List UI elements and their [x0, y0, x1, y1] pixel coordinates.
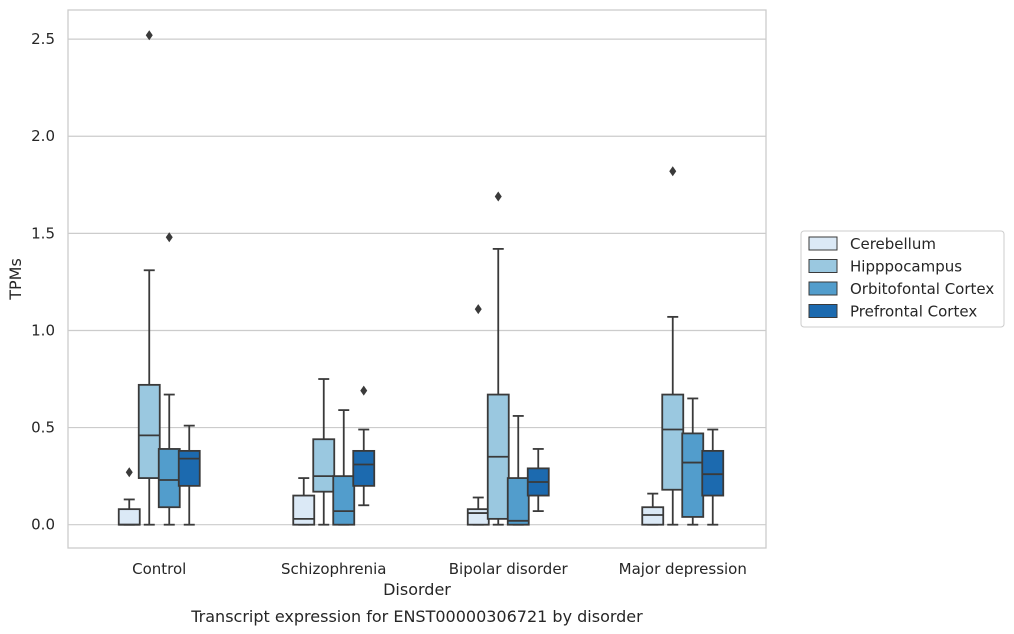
y-tick-label: 1.0 [31, 321, 55, 339]
outlier-marker [165, 232, 173, 243]
legend-label: Cerebellum [850, 235, 936, 253]
y-tick-labels: 0.0 0.5 1.0 1.5 2.0 2.5 [31, 30, 55, 534]
outlier-marker [360, 385, 368, 396]
box-orbitofontal-cortex [157, 232, 181, 526]
plot-frame [67, 9, 767, 549]
legend-swatch [808, 304, 838, 318]
x-tick-label: Bipolar disorder [449, 560, 569, 578]
y-tick-label: 0.5 [31, 419, 55, 437]
iqr-box [352, 449, 376, 487]
outlier-marker [669, 166, 677, 177]
legend-swatch [808, 259, 838, 273]
x-axis-title: Disorder [383, 580, 451, 599]
box-prefrontal-cortex [526, 448, 550, 512]
box-hipppocampus [312, 378, 336, 526]
chart-caption: Transcript expression for ENST0000030672… [190, 607, 643, 626]
iqr-box [701, 449, 725, 497]
y-tick-label: 2.5 [31, 30, 55, 48]
box-prefrontal-cortex [701, 428, 725, 526]
x-tick-label: Major depression [619, 560, 747, 578]
x-tick-label: Control [132, 560, 186, 578]
iqr-box [332, 475, 356, 526]
y-axis-title: TPMs [6, 258, 25, 301]
iqr-box [681, 432, 705, 518]
iqr-box [177, 449, 201, 487]
box-prefrontal-cortex [352, 385, 376, 507]
legend-label: Orbitofontal Cortex [850, 280, 994, 298]
legend-frame [800, 230, 1005, 328]
box-hipppocampus [661, 166, 685, 526]
box-prefrontal-cortex [177, 424, 201, 526]
x-tick-label: Schizophrenia [281, 560, 386, 578]
y-tick-label: 1.5 [31, 224, 55, 242]
outlier-marker [494, 191, 502, 202]
legend-label: Hipppocampus [850, 258, 962, 276]
iqr-box [641, 506, 665, 526]
legend-swatch [808, 281, 838, 296]
outlier-marker [125, 467, 133, 478]
box-orbitofontal-cortex [681, 397, 705, 526]
box-orbitofontal-cortex [506, 415, 530, 526]
x-tick-labels: Control Schizophrenia Bipolar disorder Majo… [132, 560, 747, 578]
legend: Cerebellum Hipppocampus Orbitofontal Corte… [800, 230, 1005, 328]
iqr-box [292, 494, 316, 526]
box-orbitofontal-cortex [332, 409, 356, 526]
outlier-marker [474, 304, 482, 315]
y-tick-label: 0.0 [31, 516, 55, 534]
legend-label: Prefrontal Cortex [850, 303, 977, 321]
box-cerebellum [292, 477, 316, 526]
iqr-box [466, 508, 490, 526]
box-cerebellum [117, 467, 141, 526]
iqr-box [312, 438, 336, 493]
legend-swatch [808, 236, 838, 251]
iqr-box [157, 448, 181, 509]
box-hipppocampus [137, 30, 161, 526]
box-cerebellum [466, 304, 490, 526]
iqr-box [661, 393, 685, 491]
outlier-marker [145, 30, 153, 41]
iqr-box [117, 508, 141, 526]
iqr-box [506, 477, 530, 526]
box-groups [117, 30, 725, 526]
box-cerebellum [641, 492, 665, 526]
box-hipppocampus [486, 191, 510, 526]
y-tick-label: 2.0 [31, 127, 55, 145]
iqr-box [137, 383, 161, 479]
